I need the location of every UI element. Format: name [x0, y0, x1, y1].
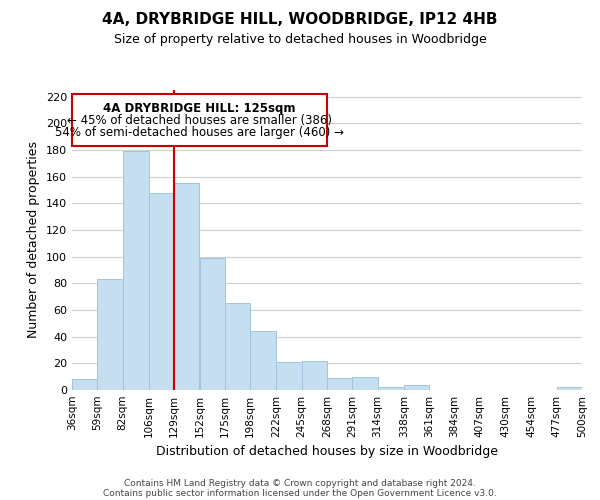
Bar [97, 280, 122, 390]
Bar [557, 388, 582, 390]
Bar [404, 384, 429, 390]
Text: ← 45% of detached houses are smaller (386): ← 45% of detached houses are smaller (38… [67, 114, 332, 127]
Bar [377, 388, 404, 390]
Text: Contains HM Land Registry data © Crown copyright and database right 2024.: Contains HM Land Registry data © Crown c… [124, 478, 476, 488]
Y-axis label: Number of detached properties: Number of detached properties [28, 142, 40, 338]
Bar [352, 376, 377, 390]
Bar [174, 184, 199, 390]
Text: Size of property relative to detached houses in Woodbridge: Size of property relative to detached ho… [113, 32, 487, 46]
Bar [149, 192, 174, 390]
Bar [250, 332, 277, 390]
Text: 4A, DRYBRIDGE HILL, WOODBRIDGE, IP12 4HB: 4A, DRYBRIDGE HILL, WOODBRIDGE, IP12 4HB [102, 12, 498, 28]
Text: 54% of semi-detached houses are larger (460) →: 54% of semi-detached houses are larger (… [55, 126, 344, 139]
X-axis label: Distribution of detached houses by size in Woodbridge: Distribution of detached houses by size … [156, 446, 498, 458]
Bar [225, 304, 250, 390]
Bar [199, 258, 225, 390]
FancyBboxPatch shape [72, 94, 327, 146]
Bar [302, 360, 327, 390]
Bar [277, 362, 302, 390]
Text: 4A DRYBRIDGE HILL: 125sqm: 4A DRYBRIDGE HILL: 125sqm [103, 102, 296, 115]
Bar [327, 378, 352, 390]
Bar [72, 380, 97, 390]
Text: Contains public sector information licensed under the Open Government Licence v3: Contains public sector information licen… [103, 488, 497, 498]
Bar [122, 152, 149, 390]
